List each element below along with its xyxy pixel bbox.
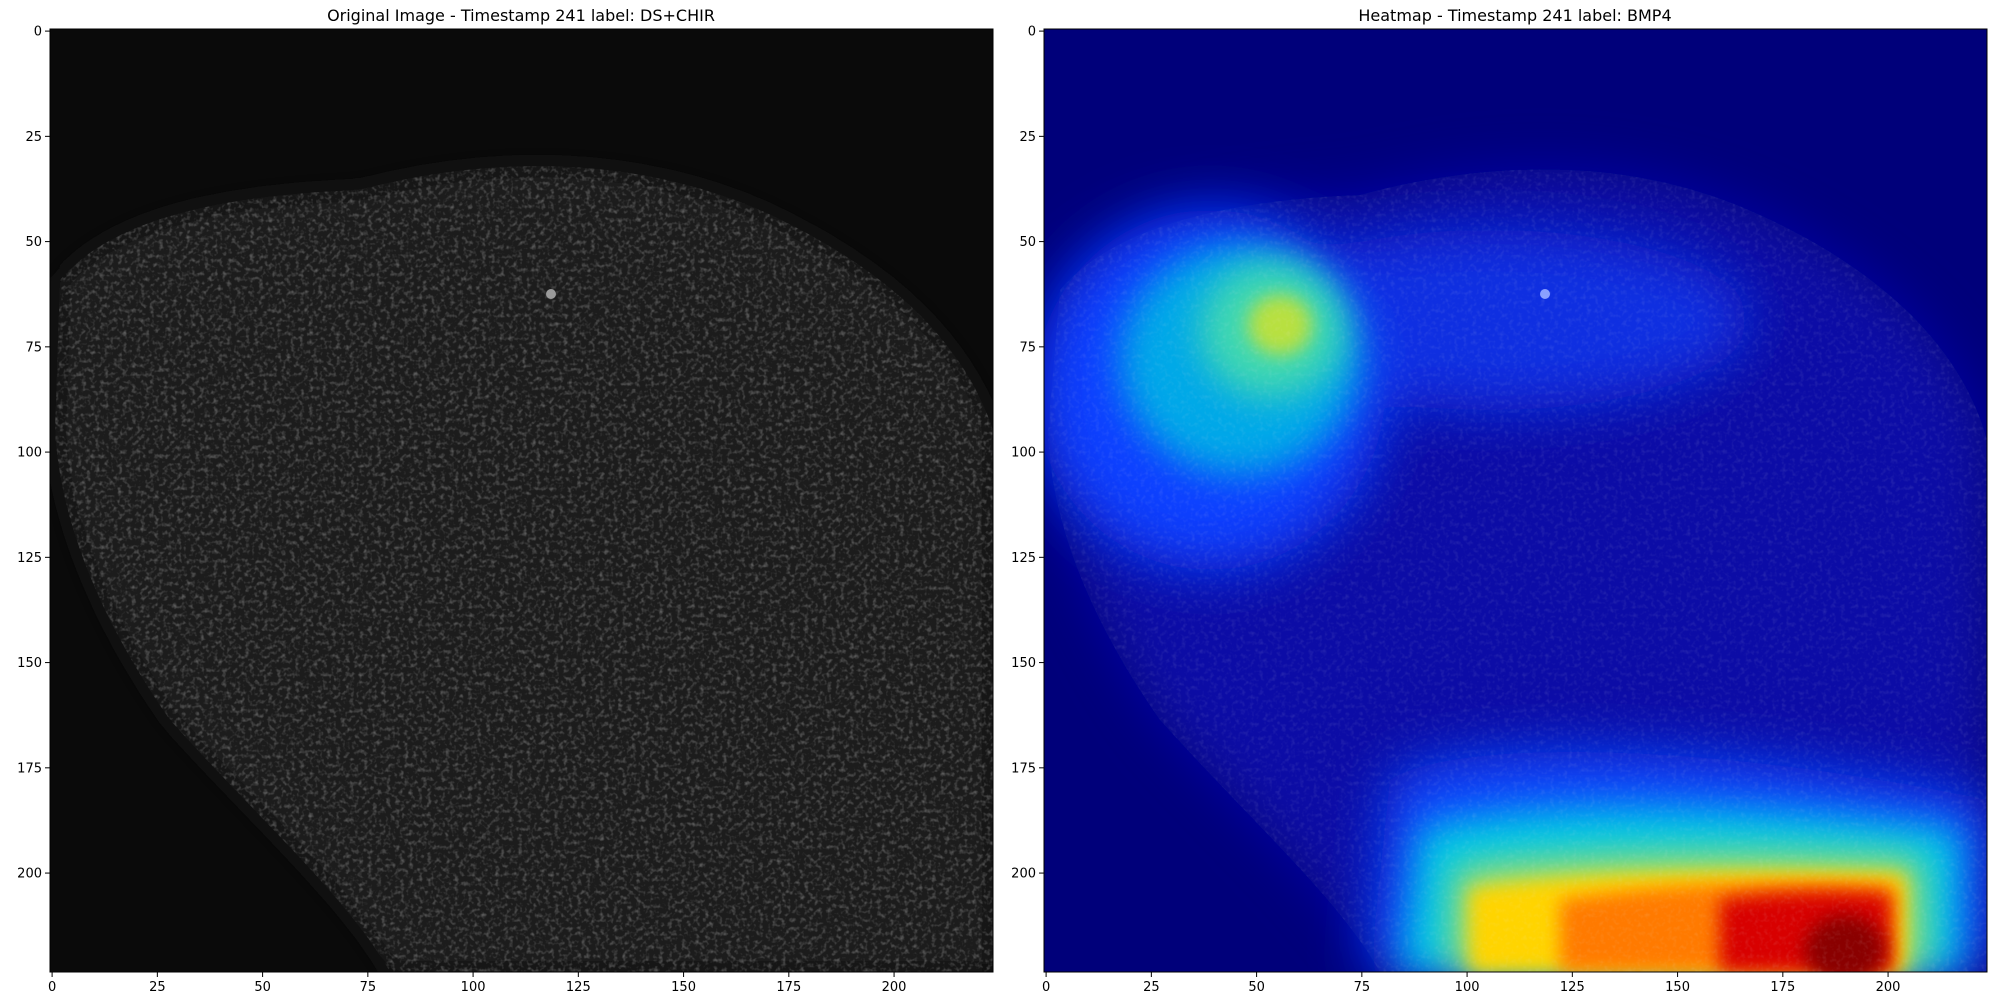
panel-title-heatmap: Heatmap - Timestamp 241 label: BMP4 [1358, 6, 1671, 25]
x-tick-label: 50 [254, 980, 271, 995]
y-tick-label: 25 [25, 130, 42, 145]
axes-frame-heatmap [1043, 28, 1988, 973]
heatmap-image [1044, 29, 1987, 972]
y-tick-label: 175 [17, 761, 42, 776]
x-tick-label: 125 [1560, 980, 1585, 995]
axes-frame-original [49, 28, 994, 973]
panel-heatmap: Heatmap - Timestamp 241 label: BMP4 [1011, 6, 1988, 995]
x-tick-label: 50 [1248, 980, 1265, 995]
x-tick-label: 100 [1455, 980, 1480, 995]
y-tick-label: 75 [25, 340, 42, 355]
y-tick-label: 125 [17, 551, 42, 566]
x-tick-label: 175 [1770, 980, 1795, 995]
y-tick-label: 150 [1011, 656, 1036, 671]
y-tick-label: 0 [1028, 25, 1036, 40]
x-tick-label: 125 [566, 980, 591, 995]
x-tick-label: 75 [1354, 980, 1371, 995]
y-tick-label: 50 [1019, 235, 1036, 250]
x-tick-label: 100 [461, 980, 486, 995]
x-tick-label: 175 [776, 980, 801, 995]
panel-original: Original Image - Timestamp 241 label: DS… [17, 6, 994, 995]
panel-title-original: Original Image - Timestamp 241 label: DS… [327, 6, 715, 25]
x-tick-label: 0 [1042, 980, 1050, 995]
y-tick-label: 175 [1011, 761, 1036, 776]
x-tick-label: 200 [1876, 980, 1901, 995]
y-tick-label: 150 [17, 656, 42, 671]
y-tick-label: 75 [1019, 340, 1036, 355]
y-tick-label: 200 [17, 867, 42, 882]
x-tick-label: 0 [48, 980, 56, 995]
y-tick-label: 50 [25, 235, 42, 250]
x-tick-label: 25 [149, 980, 166, 995]
y-tick-label: 100 [17, 446, 42, 461]
y-tick-label: 125 [1011, 551, 1036, 566]
axes-heatmap: 0 25 50 75 100 125 150 175 200 0 25 50 75 100 125 150 17… [1011, 25, 1900, 995]
original-image [50, 29, 993, 972]
bright-spot [546, 289, 556, 299]
x-tick-label: 75 [360, 980, 377, 995]
y-tick-label: 100 [1011, 446, 1036, 461]
x-tick-label: 25 [1143, 980, 1160, 995]
axes-original: 0 25 50 75 100 125 150 175 200 0 25 50 75 100 125 150 17… [17, 25, 906, 995]
y-tick-label: 200 [1011, 867, 1036, 882]
y-tick-label: 0 [34, 25, 42, 40]
y-tick-label: 25 [1019, 130, 1036, 145]
x-tick-label: 200 [882, 980, 907, 995]
x-tick-label: 150 [671, 980, 696, 995]
x-tick-label: 150 [1665, 980, 1690, 995]
